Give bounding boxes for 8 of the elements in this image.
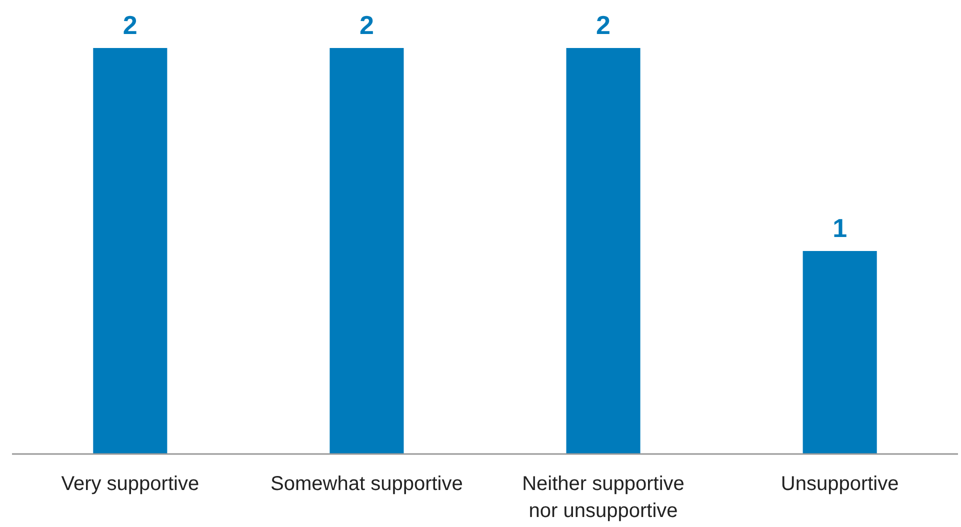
x-tick-label: Somewhat supportive [270,473,463,495]
x-tick-label: Very supportive [61,473,200,495]
data-label: 1 [832,213,848,243]
data-label: 2 [122,10,138,40]
data-label: 2 [359,10,374,40]
x-tick-label: Neither supportive nor unsupportive [522,473,684,522]
x-tick-label: Unsupportive [780,473,899,495]
data-label: 2 [596,10,611,40]
